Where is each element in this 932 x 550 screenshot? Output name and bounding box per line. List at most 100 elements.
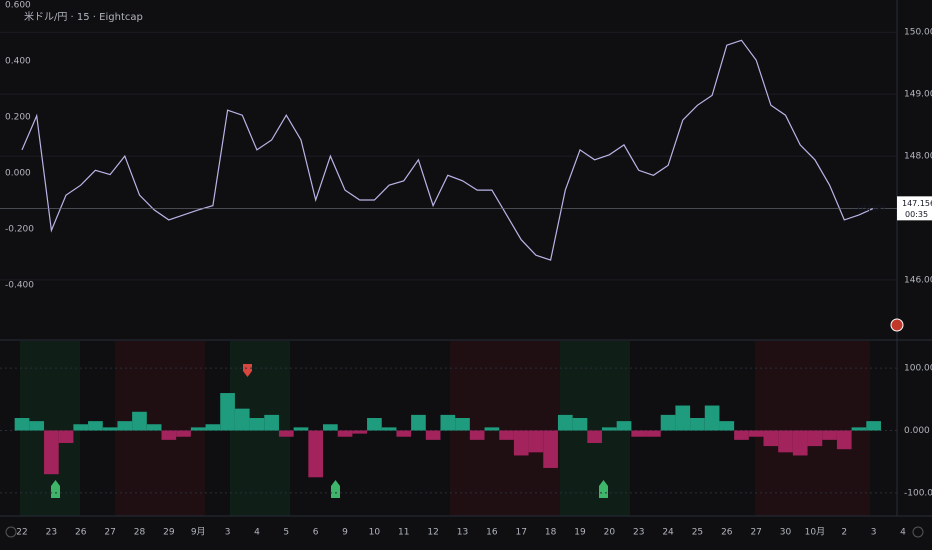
histogram-bar xyxy=(337,430,353,437)
x-tick-label: 12 xyxy=(427,528,438,538)
x-tick-label: 17 xyxy=(516,528,527,538)
x-tick-label: 11 xyxy=(398,528,409,538)
price-tag xyxy=(897,196,932,221)
x-tick-label: 3 xyxy=(871,528,877,538)
buy-signal xyxy=(331,480,340,498)
y2-tick-label: 0.400 xyxy=(5,57,31,67)
histogram-bar xyxy=(851,427,867,431)
x-tick-label: 10 xyxy=(369,528,381,538)
y2-tick-label: -0.200 xyxy=(5,225,34,235)
x-tick-label: 2 xyxy=(841,528,847,538)
countdown: 00:35 xyxy=(905,210,928,219)
histogram-bar xyxy=(469,430,485,440)
histogram-bar xyxy=(352,430,368,434)
x-tick-label: 27 xyxy=(104,528,115,538)
histogram-bar xyxy=(220,393,235,431)
price-line xyxy=(21,39,874,261)
y-tick-label: 0.000 xyxy=(904,426,930,436)
x-tick-label: 26 xyxy=(721,528,733,538)
histogram-bar xyxy=(176,430,191,437)
x-tick-label: 28 xyxy=(134,528,146,538)
histogram-bar xyxy=(367,418,382,431)
histogram-bar xyxy=(146,424,162,431)
histogram-bar xyxy=(587,430,602,443)
x-tick-label: 4 xyxy=(254,528,260,538)
histogram-bar xyxy=(88,421,103,431)
histogram-bar xyxy=(499,430,514,440)
histogram-bar xyxy=(660,414,676,431)
histogram-bar xyxy=(381,427,397,431)
histogram-bar xyxy=(528,430,544,453)
histogram-bar xyxy=(704,405,720,431)
histogram-bar xyxy=(440,414,456,431)
histogram-bar xyxy=(631,430,647,437)
y-tick-label: -100.000 xyxy=(904,488,932,498)
histogram-bar xyxy=(58,430,74,443)
histogram-bar xyxy=(792,430,808,456)
histogram-bar xyxy=(132,411,147,431)
y-tick-label: 146.000 xyxy=(904,275,932,285)
histogram-bar xyxy=(734,430,749,440)
histogram-bar xyxy=(411,414,426,431)
flag-icon[interactable] xyxy=(890,318,904,332)
histogram-bar xyxy=(234,408,250,431)
histogram-bar xyxy=(513,430,529,456)
signal-band xyxy=(755,341,870,516)
x-tick-label: 19 xyxy=(574,528,586,538)
histogram-bar xyxy=(601,427,617,431)
histogram-bar xyxy=(278,430,294,437)
histogram-bar xyxy=(572,418,588,431)
x-tick-label: 22 xyxy=(16,528,27,538)
x-tick-label: 23 xyxy=(46,528,57,538)
y2-tick-label: -0.400 xyxy=(5,281,34,291)
x-tick-label: 9月 xyxy=(191,527,206,538)
histogram-bar xyxy=(836,430,852,450)
histogram-bar xyxy=(308,430,324,478)
series-name: USDJPY xyxy=(858,204,887,213)
histogram-bar xyxy=(14,418,30,431)
histogram-bar xyxy=(102,427,118,431)
x-tick-label: 16 xyxy=(486,528,498,538)
y2-tick-label: 0.200 xyxy=(5,113,31,123)
y-tick-label: 149.000 xyxy=(904,90,932,100)
x-tick-label: 29 xyxy=(163,528,175,538)
histogram-bar xyxy=(778,430,793,453)
y2-tick-label: 0.000 xyxy=(5,169,31,179)
histogram-bar xyxy=(190,427,206,431)
histogram-bar xyxy=(866,421,881,431)
histogram-bar xyxy=(293,427,309,431)
chart-title: 米ドル/円 · 15 · Eightcap xyxy=(24,10,143,23)
histogram-bar xyxy=(44,430,59,475)
x-tick-label: 6 xyxy=(313,528,319,538)
histogram-bar xyxy=(616,421,632,431)
nav-button[interactable] xyxy=(912,526,924,538)
x-tick-label: 24 xyxy=(662,528,674,538)
histogram-bar xyxy=(249,418,265,431)
histogram-bar xyxy=(543,430,558,468)
x-tick-label: 18 xyxy=(545,528,557,538)
histogram-bar xyxy=(763,430,779,447)
histogram-bar xyxy=(822,430,837,440)
last-price-label: 147.156 xyxy=(902,199,932,208)
histogram-bar xyxy=(425,430,441,440)
x-tick-label: 26 xyxy=(75,528,87,538)
x-tick-label: 4 xyxy=(900,528,906,538)
y2-tick-label: 0.600 xyxy=(5,1,31,11)
histogram-bar xyxy=(719,421,735,431)
x-tick-label: 9 xyxy=(342,528,348,538)
histogram-bar xyxy=(807,430,823,447)
nav-button[interactable] xyxy=(5,526,17,538)
histogram-bar xyxy=(557,414,573,431)
x-tick-label: 27 xyxy=(750,528,761,538)
x-tick-label: 13 xyxy=(457,528,468,538)
histogram-bar xyxy=(323,424,338,431)
y-tick-label: 148.000 xyxy=(904,152,932,162)
histogram-bar xyxy=(690,418,705,431)
histogram-bar xyxy=(29,421,45,431)
x-tick-label: 20 xyxy=(604,528,616,538)
buy-signal xyxy=(599,480,608,498)
y-tick-label: 150.000 xyxy=(904,28,932,38)
x-tick-label: 5 xyxy=(283,528,289,538)
histogram-bar xyxy=(675,405,691,431)
